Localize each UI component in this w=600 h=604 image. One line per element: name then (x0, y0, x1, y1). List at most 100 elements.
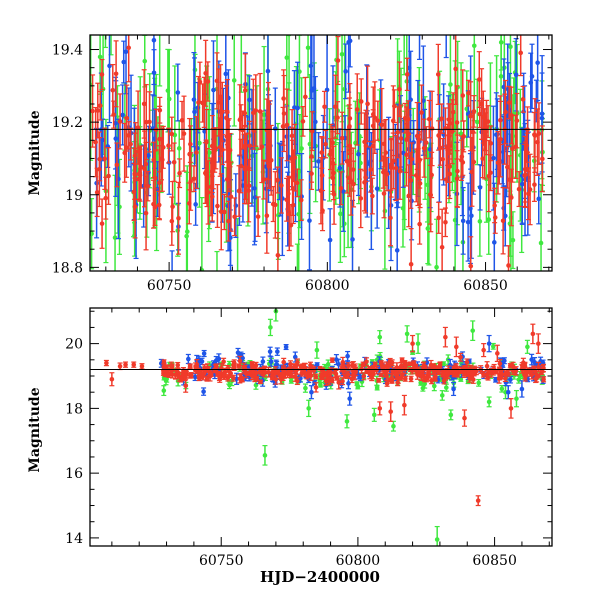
data-point (232, 214, 237, 219)
data-point (377, 335, 382, 340)
data-point (239, 14, 244, 19)
data-point (539, 241, 544, 246)
data-point (435, 537, 440, 542)
data-point (261, 359, 266, 364)
data-point (501, 218, 506, 223)
data-point (284, 55, 289, 60)
data-point (351, 182, 356, 187)
data-point (416, 176, 421, 181)
data-point (120, 113, 125, 118)
data-point (202, 100, 207, 105)
data-point (402, 26, 407, 31)
data-point (193, 202, 198, 207)
data-point (508, 377, 513, 382)
data-point (323, 142, 328, 147)
data-point (214, 358, 219, 363)
data-point (222, 374, 227, 379)
data-point (405, 332, 410, 337)
data-point (226, 219, 231, 224)
data-point (133, 153, 138, 158)
data-point (176, 216, 181, 221)
data-point (508, 44, 513, 49)
data-point (371, 144, 376, 149)
data-point (540, 112, 545, 117)
data-point (523, 172, 528, 177)
data-point (417, 222, 422, 227)
data-point (449, 413, 454, 418)
data-point (98, 55, 103, 60)
data-point (372, 413, 377, 418)
data-point (506, 263, 511, 268)
data-point (157, 180, 162, 185)
data-point (478, 219, 483, 224)
data-point (403, 376, 408, 381)
data-point (409, 377, 414, 382)
data-point (115, 163, 120, 168)
data-point (299, 198, 304, 203)
data-point (491, 156, 496, 161)
data-point (375, 386, 380, 391)
data-point (532, 132, 537, 137)
data-point (453, 67, 458, 72)
data-point (505, 165, 510, 170)
data-point (285, 123, 290, 128)
data-point (419, 110, 424, 115)
data-point (267, 133, 272, 138)
data-point (421, 364, 426, 369)
data-point (368, 167, 373, 172)
data-point (424, 140, 429, 145)
data-point (175, 363, 180, 368)
data-point (506, 371, 511, 376)
data-point (444, 16, 449, 21)
data-point (142, 102, 147, 107)
data-point (405, 72, 410, 77)
data-point (444, 385, 449, 390)
x-tick-label: 60750 (147, 278, 192, 294)
data-point (275, 349, 280, 354)
data-point (469, 213, 474, 218)
data-point (229, 194, 234, 199)
data-point (194, 150, 199, 155)
data-point (455, 169, 460, 174)
data-point (170, 204, 175, 209)
data-point (215, 204, 220, 209)
data-point (247, 144, 252, 149)
data-point (186, 357, 191, 362)
data-point (109, 8, 114, 13)
data-point (144, 162, 149, 167)
data-point (487, 341, 492, 346)
data-point (319, 188, 324, 193)
data-point (333, 371, 338, 376)
data-point (521, 97, 526, 102)
data-point (314, 374, 319, 379)
x-tick-label: 60800 (305, 278, 350, 294)
data-point (417, 17, 422, 22)
data-point (265, 128, 270, 133)
data-point (477, 77, 482, 82)
data-point (291, 203, 296, 208)
data-point (403, 363, 408, 368)
data-point (319, 150, 324, 155)
data-point (340, 136, 345, 141)
data-point (476, 381, 481, 386)
data-point (322, 104, 327, 109)
data-point (430, 126, 435, 131)
x-tick-label: 60850 (463, 278, 508, 294)
data-point (273, 203, 278, 208)
data-point (263, 453, 268, 458)
data-point (526, 191, 531, 196)
data-point (265, 213, 270, 218)
data-point (399, 136, 404, 141)
data-point (460, 154, 465, 159)
data-point (211, 88, 216, 93)
data-point (532, 182, 537, 187)
data-point (518, 51, 523, 56)
data-point (235, 279, 240, 284)
data-point (362, 180, 367, 185)
data-point (276, 253, 281, 258)
data-point (288, 362, 293, 367)
data-point (201, 389, 206, 394)
data-point (517, 187, 522, 192)
